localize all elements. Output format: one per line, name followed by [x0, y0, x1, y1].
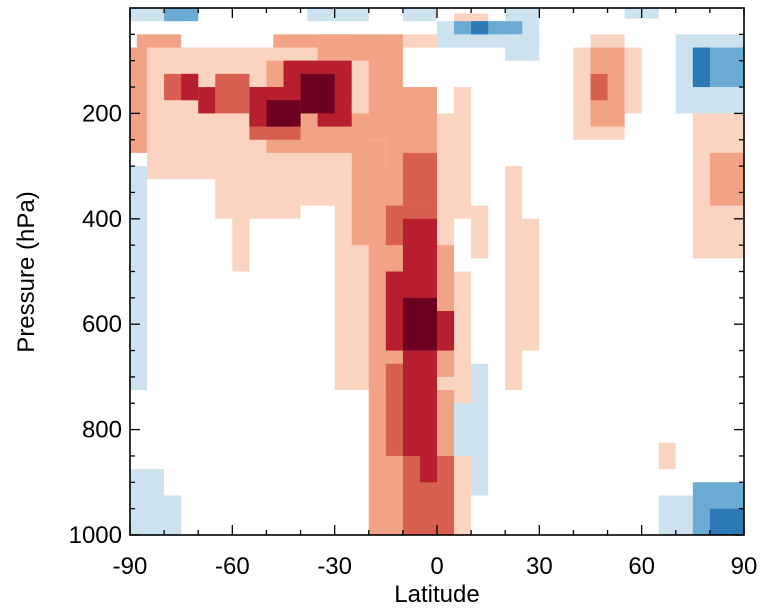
- heatmap-cell: [505, 34, 540, 61]
- heatmap-cell: [402, 34, 437, 48]
- heatmap-cell: [624, 47, 642, 114]
- heatmap-cell: [454, 87, 472, 219]
- heatmap-cell: [136, 34, 182, 48]
- axis-ticks: [129, 8, 745, 536]
- x-tick-label: 90: [731, 553, 758, 580]
- y-tick-label: 400: [82, 206, 122, 233]
- heatmap-cell: [300, 73, 335, 114]
- heatmap-cell: [471, 21, 489, 35]
- x-tick-label: -90: [113, 553, 148, 580]
- heatmap-cell: [709, 152, 744, 206]
- heatmap-cell: [419, 297, 437, 351]
- heatmap-cell: [215, 73, 250, 114]
- heatmap-cell: [471, 363, 489, 496]
- heatmap-cell: [232, 218, 250, 272]
- y-axis-title: Pressure (hPa): [13, 191, 40, 352]
- x-tick-label: 0: [430, 553, 443, 580]
- y-tick-label: 600: [82, 311, 122, 338]
- heatmap-cells: [130, 8, 744, 535]
- heatmap-cell: [402, 218, 437, 272]
- heatmap-cell: [522, 218, 540, 351]
- heatmap-cell: [402, 350, 437, 456]
- heatmap-cell: [454, 403, 472, 456]
- x-axis-title: Latitude: [394, 581, 479, 608]
- heatmap-cell: [658, 442, 676, 470]
- heatmap-cell: [351, 139, 386, 246]
- heatmap-cell: [471, 205, 489, 259]
- heatmap-cell: [692, 47, 710, 88]
- heatmap-cell: [709, 508, 744, 535]
- x-tick-labels: -90 -60 -30 0 30 60 90: [113, 553, 758, 580]
- heatmap-cell: [402, 297, 420, 351]
- y-tick-label: 200: [82, 100, 122, 127]
- heatmap-cell: [307, 8, 369, 22]
- heatmap-cell: [181, 73, 199, 101]
- heatmap-cell: [590, 73, 608, 101]
- x-tick-label: -60: [215, 553, 250, 580]
- y-tick-label: 800: [82, 417, 122, 444]
- heatmap-cell: [130, 166, 148, 391]
- heatmap-cell: [402, 8, 437, 22]
- heatmap-cell: [198, 87, 216, 114]
- x-tick-label: 30: [526, 553, 553, 580]
- x-tick-label: -30: [317, 553, 352, 580]
- heatmap-cell: [419, 455, 437, 483]
- heatmap-cell: [505, 8, 540, 22]
- heatmap-cell: [266, 100, 301, 127]
- y-tick-label: 1000: [69, 522, 122, 549]
- y-tick-labels: 200 400 600 800 1000: [69, 100, 122, 549]
- heatmap-cell: [215, 152, 301, 219]
- heatmap-cell: [164, 8, 199, 22]
- heatmap-cell: [505, 166, 523, 391]
- heatmap-cell: [573, 47, 591, 140]
- heatmap-cell: [147, 495, 182, 535]
- heatmap-cell: [351, 60, 369, 114]
- heatmap-cell: [402, 152, 437, 206]
- x-tick-label: 60: [628, 553, 655, 580]
